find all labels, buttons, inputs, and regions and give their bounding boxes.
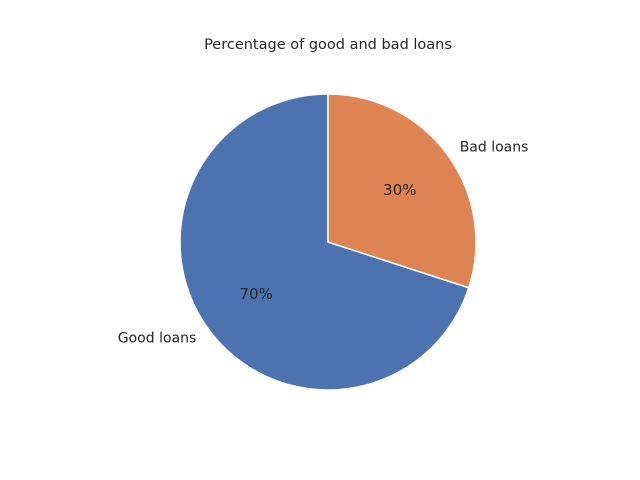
- percent-label-bad-loans: 30%: [383, 181, 416, 199]
- chart-title: Percentage of good and bad loans: [204, 37, 452, 53]
- pie-labels: Good loans 70% Bad loans 30%: [118, 139, 529, 346]
- pie-slices: [179, 93, 477, 391]
- category-label-bad-loans: Bad loans: [460, 139, 529, 155]
- pie-slice-bad-loans: [327, 93, 477, 289]
- category-label-good-loans: Good loans: [118, 331, 197, 347]
- pie-slice-good-loans: [179, 93, 470, 391]
- percent-label-good-loans: 70%: [239, 285, 272, 303]
